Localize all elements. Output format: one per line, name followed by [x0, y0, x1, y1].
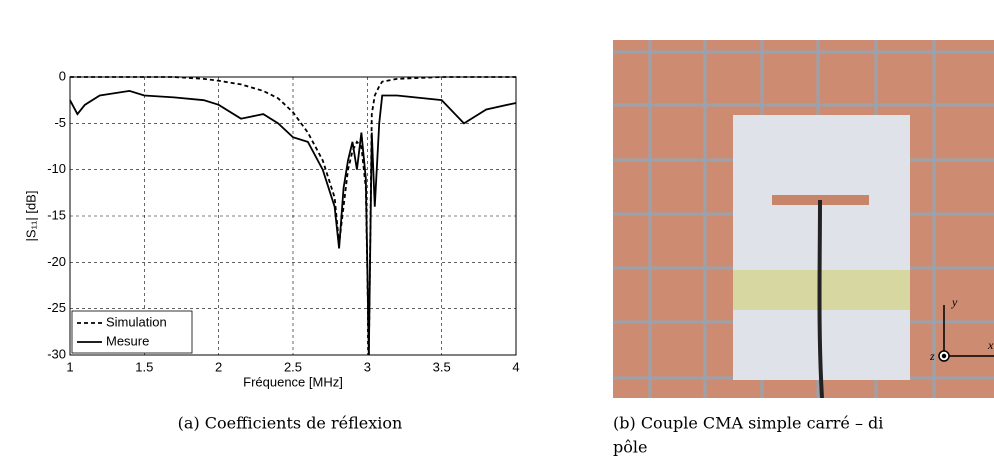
- x-tick-label: 2: [215, 359, 222, 374]
- y-tick-label: -20: [47, 254, 66, 269]
- x-tick-label: 2.5: [284, 359, 302, 374]
- x-tick-label: 3: [364, 359, 371, 374]
- y-tick-label: 0: [59, 68, 66, 83]
- caption: (b) Couple CMA simple carré – di: [613, 414, 883, 433]
- y-axis-label: |S₁₁| [dB]: [23, 191, 38, 242]
- photo: y z x: [613, 40, 994, 398]
- y-tick-label: -30: [47, 346, 66, 361]
- x-tick-label: 4: [512, 359, 519, 374]
- legend-box: [71, 310, 193, 354]
- caption: pôle: [613, 438, 647, 457]
- y-tick-label: -15: [47, 207, 66, 222]
- y-tick-label: -5: [54, 115, 66, 130]
- x-tick-label: 1: [66, 359, 73, 374]
- axes-icon: [938, 305, 994, 362]
- y-tick-label: -25: [47, 300, 66, 315]
- chart: -30 -25 -20 -15 -10 -5 0 1 1.5 2 2.5 3 3.5 4 Fréquence…: [23, 68, 519, 389]
- y-tick-label: -10: [47, 161, 66, 176]
- cable: [817, 199, 824, 398]
- axis-label: z: [929, 349, 935, 363]
- x-axis-label: Fréquence [MHz]: [243, 374, 343, 389]
- plot-frame: [69, 76, 517, 356]
- legend-label: Mesure: [106, 333, 149, 348]
- x-tick-label: 1.5: [135, 359, 153, 374]
- legend-label: Simulation: [106, 314, 167, 329]
- axis-label: y: [951, 295, 958, 309]
- x-tick-label: 3.5: [433, 359, 451, 374]
- caption: (a) Coefficients de réflexion: [178, 414, 403, 433]
- series-line: [69, 89, 517, 356]
- axis-label: x: [987, 338, 994, 352]
